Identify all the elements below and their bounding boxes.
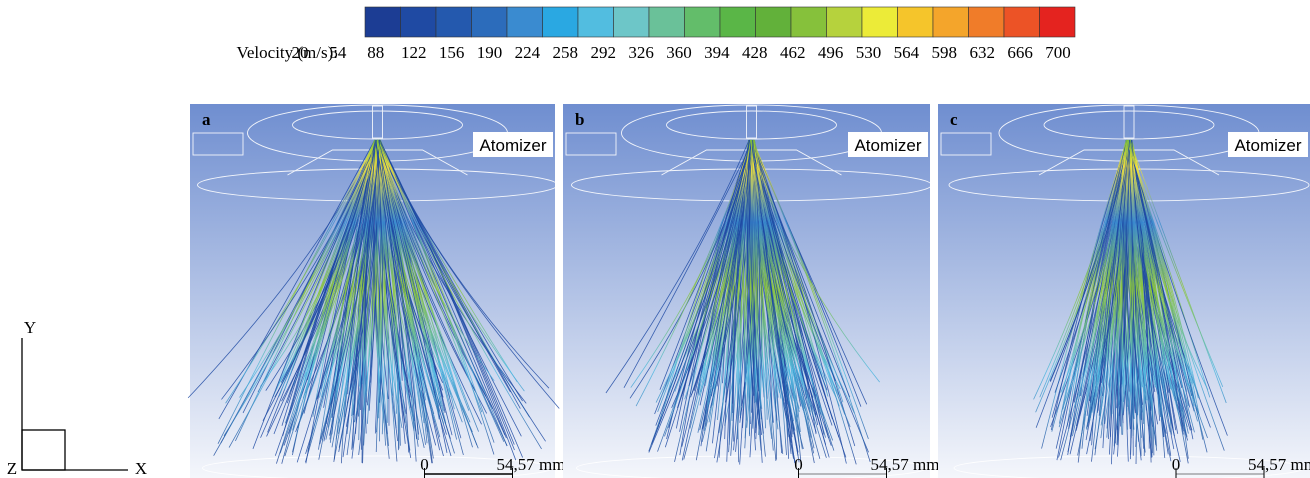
colorbar-swatch bbox=[1004, 7, 1040, 37]
colorbar-label: 700 bbox=[1045, 43, 1071, 62]
axis-z-label: Z bbox=[7, 459, 17, 478]
colorbar-label: 598 bbox=[932, 43, 958, 62]
colorbar-swatch bbox=[649, 7, 685, 37]
axis-x-label: X bbox=[135, 459, 147, 478]
scale-start: 0 bbox=[420, 455, 429, 474]
panel: a Atomizer 0 54,57 mm bbox=[188, 104, 565, 478]
colorbar-swatch bbox=[827, 7, 863, 37]
scale-start: 0 bbox=[1172, 455, 1181, 474]
colorbar-label: 632 bbox=[969, 43, 995, 62]
colorbar-swatch bbox=[1040, 7, 1076, 37]
scale-end: 54,57 mm bbox=[1248, 455, 1310, 474]
colorbar-label: 428 bbox=[742, 43, 768, 62]
colorbar-swatch bbox=[898, 7, 934, 37]
colorbar-label: 530 bbox=[856, 43, 882, 62]
panel: c Atomizer 0 54,57 mm bbox=[938, 104, 1310, 478]
colorbar-swatch bbox=[436, 7, 472, 37]
scale-end: 54,57 mm bbox=[497, 455, 566, 474]
axis-box bbox=[22, 430, 65, 470]
scale-start: 0 bbox=[794, 455, 803, 474]
colorbar-swatch bbox=[720, 7, 756, 37]
scale-end: 54,57 mm bbox=[871, 455, 940, 474]
colorbar-label: 20 bbox=[292, 43, 309, 62]
colorbar-swatch bbox=[472, 7, 508, 37]
colorbar-label: 360 bbox=[666, 43, 692, 62]
colorbar-swatch bbox=[543, 7, 579, 37]
axis-triad bbox=[22, 338, 128, 470]
colorbar-swatch bbox=[614, 7, 650, 37]
colorbar-title: Velocity (m/s): bbox=[236, 43, 338, 62]
colorbar-label: 462 bbox=[780, 43, 806, 62]
colorbar-label: 666 bbox=[1007, 43, 1033, 62]
panel: b Atomizer 0 54,57 mm bbox=[563, 104, 939, 478]
colorbar-swatch bbox=[756, 7, 792, 37]
colorbar-swatch bbox=[862, 7, 898, 37]
axis-y-label: Y bbox=[24, 318, 36, 337]
colorbar-label: 496 bbox=[818, 43, 844, 62]
colorbar-swatch bbox=[791, 7, 827, 37]
panel-label: b bbox=[575, 110, 584, 129]
colorbar-label: 394 bbox=[704, 43, 730, 62]
colorbar-label: 326 bbox=[628, 43, 654, 62]
colorbar-label: 224 bbox=[515, 43, 541, 62]
colorbar-swatch bbox=[578, 7, 614, 37]
colorbar-swatch bbox=[933, 7, 969, 37]
annotation: Atomizer bbox=[1234, 136, 1301, 155]
annotation: Atomizer bbox=[854, 136, 921, 155]
colorbar-label: 122 bbox=[401, 43, 427, 62]
colorbar-label: 292 bbox=[590, 43, 616, 62]
panel-label: a bbox=[202, 110, 211, 129]
colorbar-swatch bbox=[401, 7, 437, 37]
colorbar-swatch bbox=[507, 7, 543, 37]
colorbar-label: 88 bbox=[367, 43, 384, 62]
colorbar-label: 156 bbox=[439, 43, 465, 62]
panel-label: c bbox=[950, 110, 958, 129]
colorbar-swatch bbox=[685, 7, 721, 37]
colorbar-swatch bbox=[365, 7, 401, 37]
colorbar-swatch bbox=[969, 7, 1005, 37]
colorbar-label: 564 bbox=[894, 43, 920, 62]
colorbar-label: 258 bbox=[553, 43, 579, 62]
colorbar-label: 190 bbox=[477, 43, 503, 62]
figure: Velocity (m/s): Y Z X 20 54 88 122 156 190 224… bbox=[0, 0, 1310, 478]
annotation: Atomizer bbox=[479, 136, 546, 155]
colorbar-label: 54 bbox=[329, 43, 347, 62]
